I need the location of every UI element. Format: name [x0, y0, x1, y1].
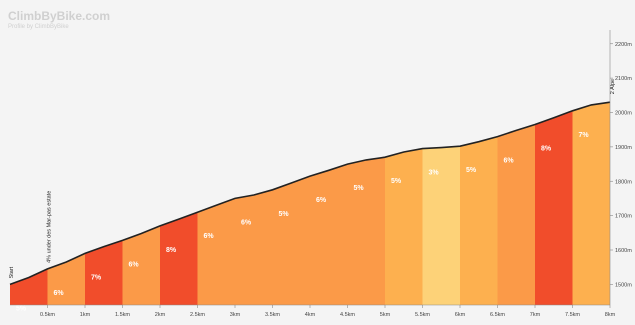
x-tick-label: 2km [155, 312, 166, 318]
gradient-segments [10, 102, 610, 305]
x-tick-label: 3km [230, 312, 241, 318]
segment-grade-label: 7% [91, 274, 102, 281]
y-tick-label: 1500m [615, 282, 632, 288]
elevation-line [9, 101, 611, 286]
gradient-segment-2 [85, 240, 123, 305]
gradient-segment-12 [460, 136, 498, 305]
y-tick-label: 1700m [615, 214, 632, 220]
segment-grade-label: 6% [504, 158, 515, 165]
y-tick-label: 1900m [615, 145, 632, 151]
y-tick-label: 2100m [615, 76, 632, 82]
profile-annotation: Start [9, 266, 15, 278]
segment-grade-label: 6% [241, 219, 252, 226]
segment-grade-label: 8% [541, 146, 552, 153]
x-tick-label: 5km [380, 312, 391, 318]
x-tick-label: 1km [80, 312, 91, 318]
x-tick-label: 1.5km [115, 312, 130, 318]
segment-grade-label: 5% [279, 211, 290, 218]
segment-grade-label: 5% [354, 185, 365, 192]
segment-grade-label: 8% [166, 247, 177, 254]
x-tick-label: 0.5km [40, 312, 55, 318]
segment-grade-label: 5% [391, 178, 402, 185]
y-tick-label: 1800m [615, 179, 632, 185]
gradient-segment-13 [497, 124, 535, 305]
gradient-segment-3 [122, 225, 160, 305]
profile-line-layer [9, 101, 611, 286]
segment-grade-label: 7% [579, 132, 590, 139]
x-tick-label: 5.5km [415, 312, 430, 318]
segment-grade-label: 6% [316, 197, 327, 204]
annotations: Start 4% under des Mar-pas estate 2 Alpe [9, 79, 616, 278]
chart-watermark-title: ClimbByBike.com [8, 9, 111, 23]
gradient-segment-1 [47, 253, 85, 305]
chart-watermark-subtitle: Profile by ClimbByBike [8, 24, 69, 30]
gradient-segment-8 [310, 164, 348, 305]
x-tick-label: 7.5km [565, 312, 580, 318]
x-tick-label: 6km [455, 312, 466, 318]
segment-grade-label: 6% [204, 233, 215, 240]
gradient-segment-7 [272, 176, 310, 305]
segment-grade-label: 6% [54, 290, 65, 297]
x-tick-label: 4km [305, 312, 316, 318]
segment-grade-label: 5% [16, 305, 27, 312]
gradient-segment-10 [385, 148, 423, 305]
gradient-segment-0 [10, 268, 48, 305]
segment-grade-label: 5% [466, 167, 477, 174]
x-tick-label: 7km [530, 312, 541, 318]
segment-labels: 5% 6% 7% 6% 8% 6% 6% 5% 6% 5% 5% 3% 5% 6% 8% 7% [16, 132, 589, 313]
x-tick-label: 3.5km [265, 312, 280, 318]
gradient-segment-4 [160, 212, 198, 305]
x-tick-label: 6.5km [490, 312, 505, 318]
segment-grade-label: 3% [429, 170, 440, 177]
profile-annotation: 4% under des Mar-pas estate [47, 191, 53, 263]
y-tick-label: 2000m [615, 111, 632, 117]
gradient-segment-14 [535, 110, 573, 305]
x-tick-label: 8km [605, 312, 616, 318]
gradient-segment-15 [572, 102, 610, 305]
gradient-segment-6 [235, 189, 273, 305]
segment-grade-label: 6% [129, 261, 140, 268]
y-tick-label: 2200m [615, 42, 632, 48]
x-tick-label: 2.5km [190, 312, 205, 318]
gradient-segment-9 [347, 157, 385, 305]
profile-annotation: 2 Alpe [610, 79, 616, 94]
axes: 0.5km 1km 1.5km 2km 2.5km 3km 3.5km 4km 4.5km 5km… [10, 30, 632, 318]
gradient-segment-11 [422, 146, 460, 305]
gradient-segment-5 [197, 198, 235, 305]
y-tick-label: 1600m [615, 248, 632, 254]
x-tick-label: 4.5km [340, 312, 355, 318]
